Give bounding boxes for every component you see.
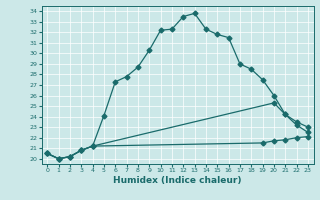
X-axis label: Humidex (Indice chaleur): Humidex (Indice chaleur): [113, 176, 242, 185]
